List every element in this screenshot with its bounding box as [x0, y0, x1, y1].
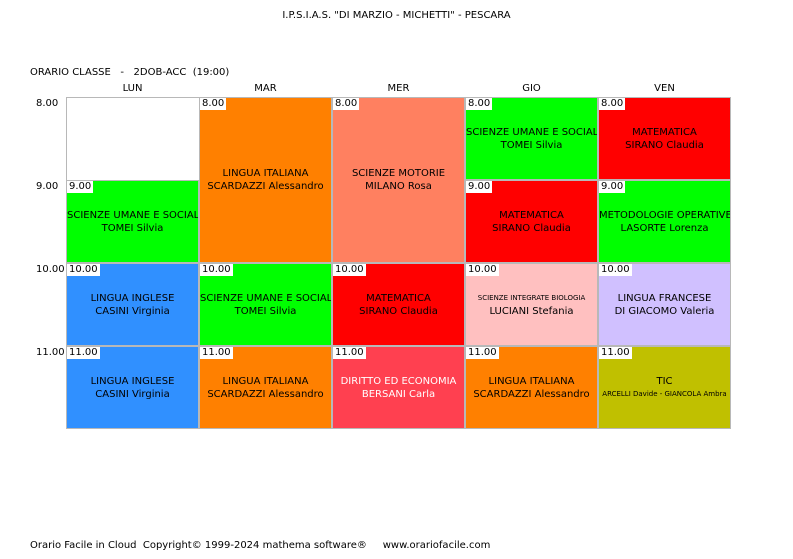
lesson-teacher: TOMEI Silvia	[234, 305, 297, 317]
lesson-subject: LINGUA ITALIANA	[222, 168, 309, 179]
lesson-cell-mer-11[interactable]: 11.00 DIRITTO ED ECONOMIA BERSANI Carla	[332, 346, 465, 429]
lesson-cell-gio-11[interactable]: 11.00 LINGUA ITALIANA SCARDAZZI Alessandro	[465, 346, 598, 429]
lesson-subject: MATEMATICA	[366, 292, 431, 304]
lesson-cell-mar-10[interactable]: 10.00 SCIENZE UMANE E SOCIALI TOMEI Silvia	[199, 263, 332, 346]
lesson-subject: SCIENZE MOTORIE	[351, 168, 446, 179]
lesson-cell-ven-10[interactable]: 10.00 LINGUA FRANCESE DI GIACOMO Valeria	[598, 263, 731, 346]
lesson-subject: MATEMATICA	[632, 126, 697, 138]
lesson-teacher: TOMEI Silvia	[101, 222, 164, 234]
lesson-subject: MATEMATICA	[499, 209, 564, 221]
lesson-time: 9.00	[67, 181, 94, 193]
lesson-cell-mar-8[interactable]: 8.00 LINGUA ITALIANA SCARDAZZI Alessandro	[199, 97, 332, 263]
hour-label-10: 10.00	[36, 264, 65, 275]
lesson-cell-ven-9[interactable]: 9.00 METODOLOGIE OPERATIVE LASORTE Lorenza	[598, 180, 731, 263]
lesson-teacher: BERSANI Carla	[361, 388, 436, 400]
hour-label-8: 8.00	[36, 98, 59, 109]
lesson-teacher: ARCELLI Davide - GIANCOLA Ambra	[602, 389, 727, 398]
lesson-time: 11.00	[599, 347, 632, 359]
lesson-teacher: SCARDAZZI Alessandro	[207, 388, 324, 400]
lesson-time: 8.00	[333, 98, 360, 110]
lesson-time: 10.00	[466, 264, 499, 276]
day-header-lun: LUN	[122, 83, 143, 94]
day-header-mar: MAR	[254, 83, 277, 94]
lesson-subject: LINGUA INGLESE	[90, 292, 175, 304]
lesson-time: 11.00	[333, 347, 366, 359]
lesson-time: 8.00	[200, 98, 227, 110]
class-title: ORARIO CLASSE - 2DOB-ACC (19:00)	[30, 67, 230, 78]
lesson-time: 10.00	[599, 264, 632, 276]
lesson-time: 11.00	[67, 347, 100, 359]
lesson-teacher: SCARDAZZI Alessandro	[473, 388, 590, 400]
lesson-subject: LINGUA ITALIANA	[488, 375, 575, 387]
lesson-subject: LINGUA ITALIANA	[222, 375, 309, 387]
lesson-time: 10.00	[333, 264, 366, 276]
lesson-subject: METODOLOGIE OPERATIVE	[599, 209, 731, 221]
lesson-teacher: SIRANO Claudia	[359, 305, 438, 317]
lesson-teacher: DI GIACOMO Valeria	[614, 305, 715, 317]
lesson-time: 8.00	[466, 98, 493, 110]
footer-copyright: Orario Facile in Cloud Copyright© 1999-2…	[30, 540, 491, 551]
lesson-teacher: TOMEI Silvia	[500, 139, 563, 151]
day-header-gio: GIO	[522, 83, 541, 94]
day-header-ven: VEN	[654, 83, 675, 94]
hour-label-11: 11.00	[36, 347, 65, 358]
lesson-cell-gio-8[interactable]: 8.00 SCIENZE UMANE E SOCIALI TOMEI Silvia	[465, 97, 598, 180]
lesson-teacher: SIRANO Claudia	[492, 222, 571, 234]
lesson-teacher: LASORTE Lorenza	[620, 222, 709, 234]
lesson-time: 11.00	[200, 347, 233, 359]
lesson-teacher: CASINI Virginia	[95, 388, 170, 400]
lesson-time: 9.00	[466, 181, 493, 193]
lesson-time: 10.00	[200, 264, 233, 276]
lesson-cell-mer-8[interactable]: 8.00 SCIENZE MOTORIE MILANO Rosa	[332, 97, 465, 263]
lesson-subject: SCIENZE UMANE E SOCIALI	[466, 126, 598, 138]
lesson-teacher: SIRANO Claudia	[625, 139, 704, 151]
lesson-teacher: MILANO Rosa	[365, 181, 432, 192]
lesson-teacher: LUCIANI Stefania	[489, 305, 574, 317]
lesson-subject: SCIENZE UMANE E SOCIALI	[67, 209, 199, 221]
lesson-time: 8.00	[599, 98, 626, 110]
lesson-cell-gio-9[interactable]: 9.00 MATEMATICA SIRANO Claudia	[465, 180, 598, 263]
lesson-cell-lun-11[interactable]: 11.00 LINGUA INGLESE CASINI Virginia	[66, 346, 199, 429]
school-title: I.P.S.I.A.S. "DI MARZIO - MICHETTI" - PE…	[282, 10, 511, 21]
lesson-subject: DIRITTO ED ECONOMIA	[340, 375, 457, 387]
lesson-subject: TIC	[656, 375, 673, 387]
lesson-subject: SCIENZE UMANE E SOCIALI	[200, 292, 332, 304]
lesson-subject: LINGUA FRANCESE	[617, 292, 712, 304]
lesson-cell-ven-8[interactable]: 8.00 MATEMATICA SIRANO Claudia	[598, 97, 731, 180]
lesson-teacher: SCARDAZZI Alessandro	[207, 181, 324, 192]
lesson-subject: LINGUA INGLESE	[90, 375, 175, 387]
lesson-time: 9.00	[599, 181, 626, 193]
lesson-time: 10.00	[67, 264, 100, 276]
lesson-cell-mar-11[interactable]: 11.00 LINGUA ITALIANA SCARDAZZI Alessandro	[199, 346, 332, 429]
lesson-cell-mer-10[interactable]: 10.00 MATEMATICA SIRANO Claudia	[332, 263, 465, 346]
lesson-subject: SCIENZE INTEGRATE BIOLOGIA	[477, 293, 586, 302]
hour-label-9: 9.00	[36, 181, 59, 192]
lesson-time: 11.00	[466, 347, 499, 359]
lesson-cell-lun-10[interactable]: 10.00 LINGUA INGLESE CASINI Virginia	[66, 263, 199, 346]
lesson-cell-ven-11[interactable]: 11.00 TIC ARCELLI Davide - GIANCOLA Ambra	[598, 346, 731, 429]
lesson-teacher: CASINI Virginia	[95, 305, 170, 317]
lesson-cell-lun-9[interactable]: 9.00 SCIENZE UMANE E SOCIALI TOMEI Silvia	[66, 180, 199, 263]
day-header-mer: MER	[387, 83, 410, 94]
lesson-cell-gio-10[interactable]: 10.00 SCIENZE INTEGRATE BIOLOGIA LUCIANI S…	[465, 263, 598, 346]
